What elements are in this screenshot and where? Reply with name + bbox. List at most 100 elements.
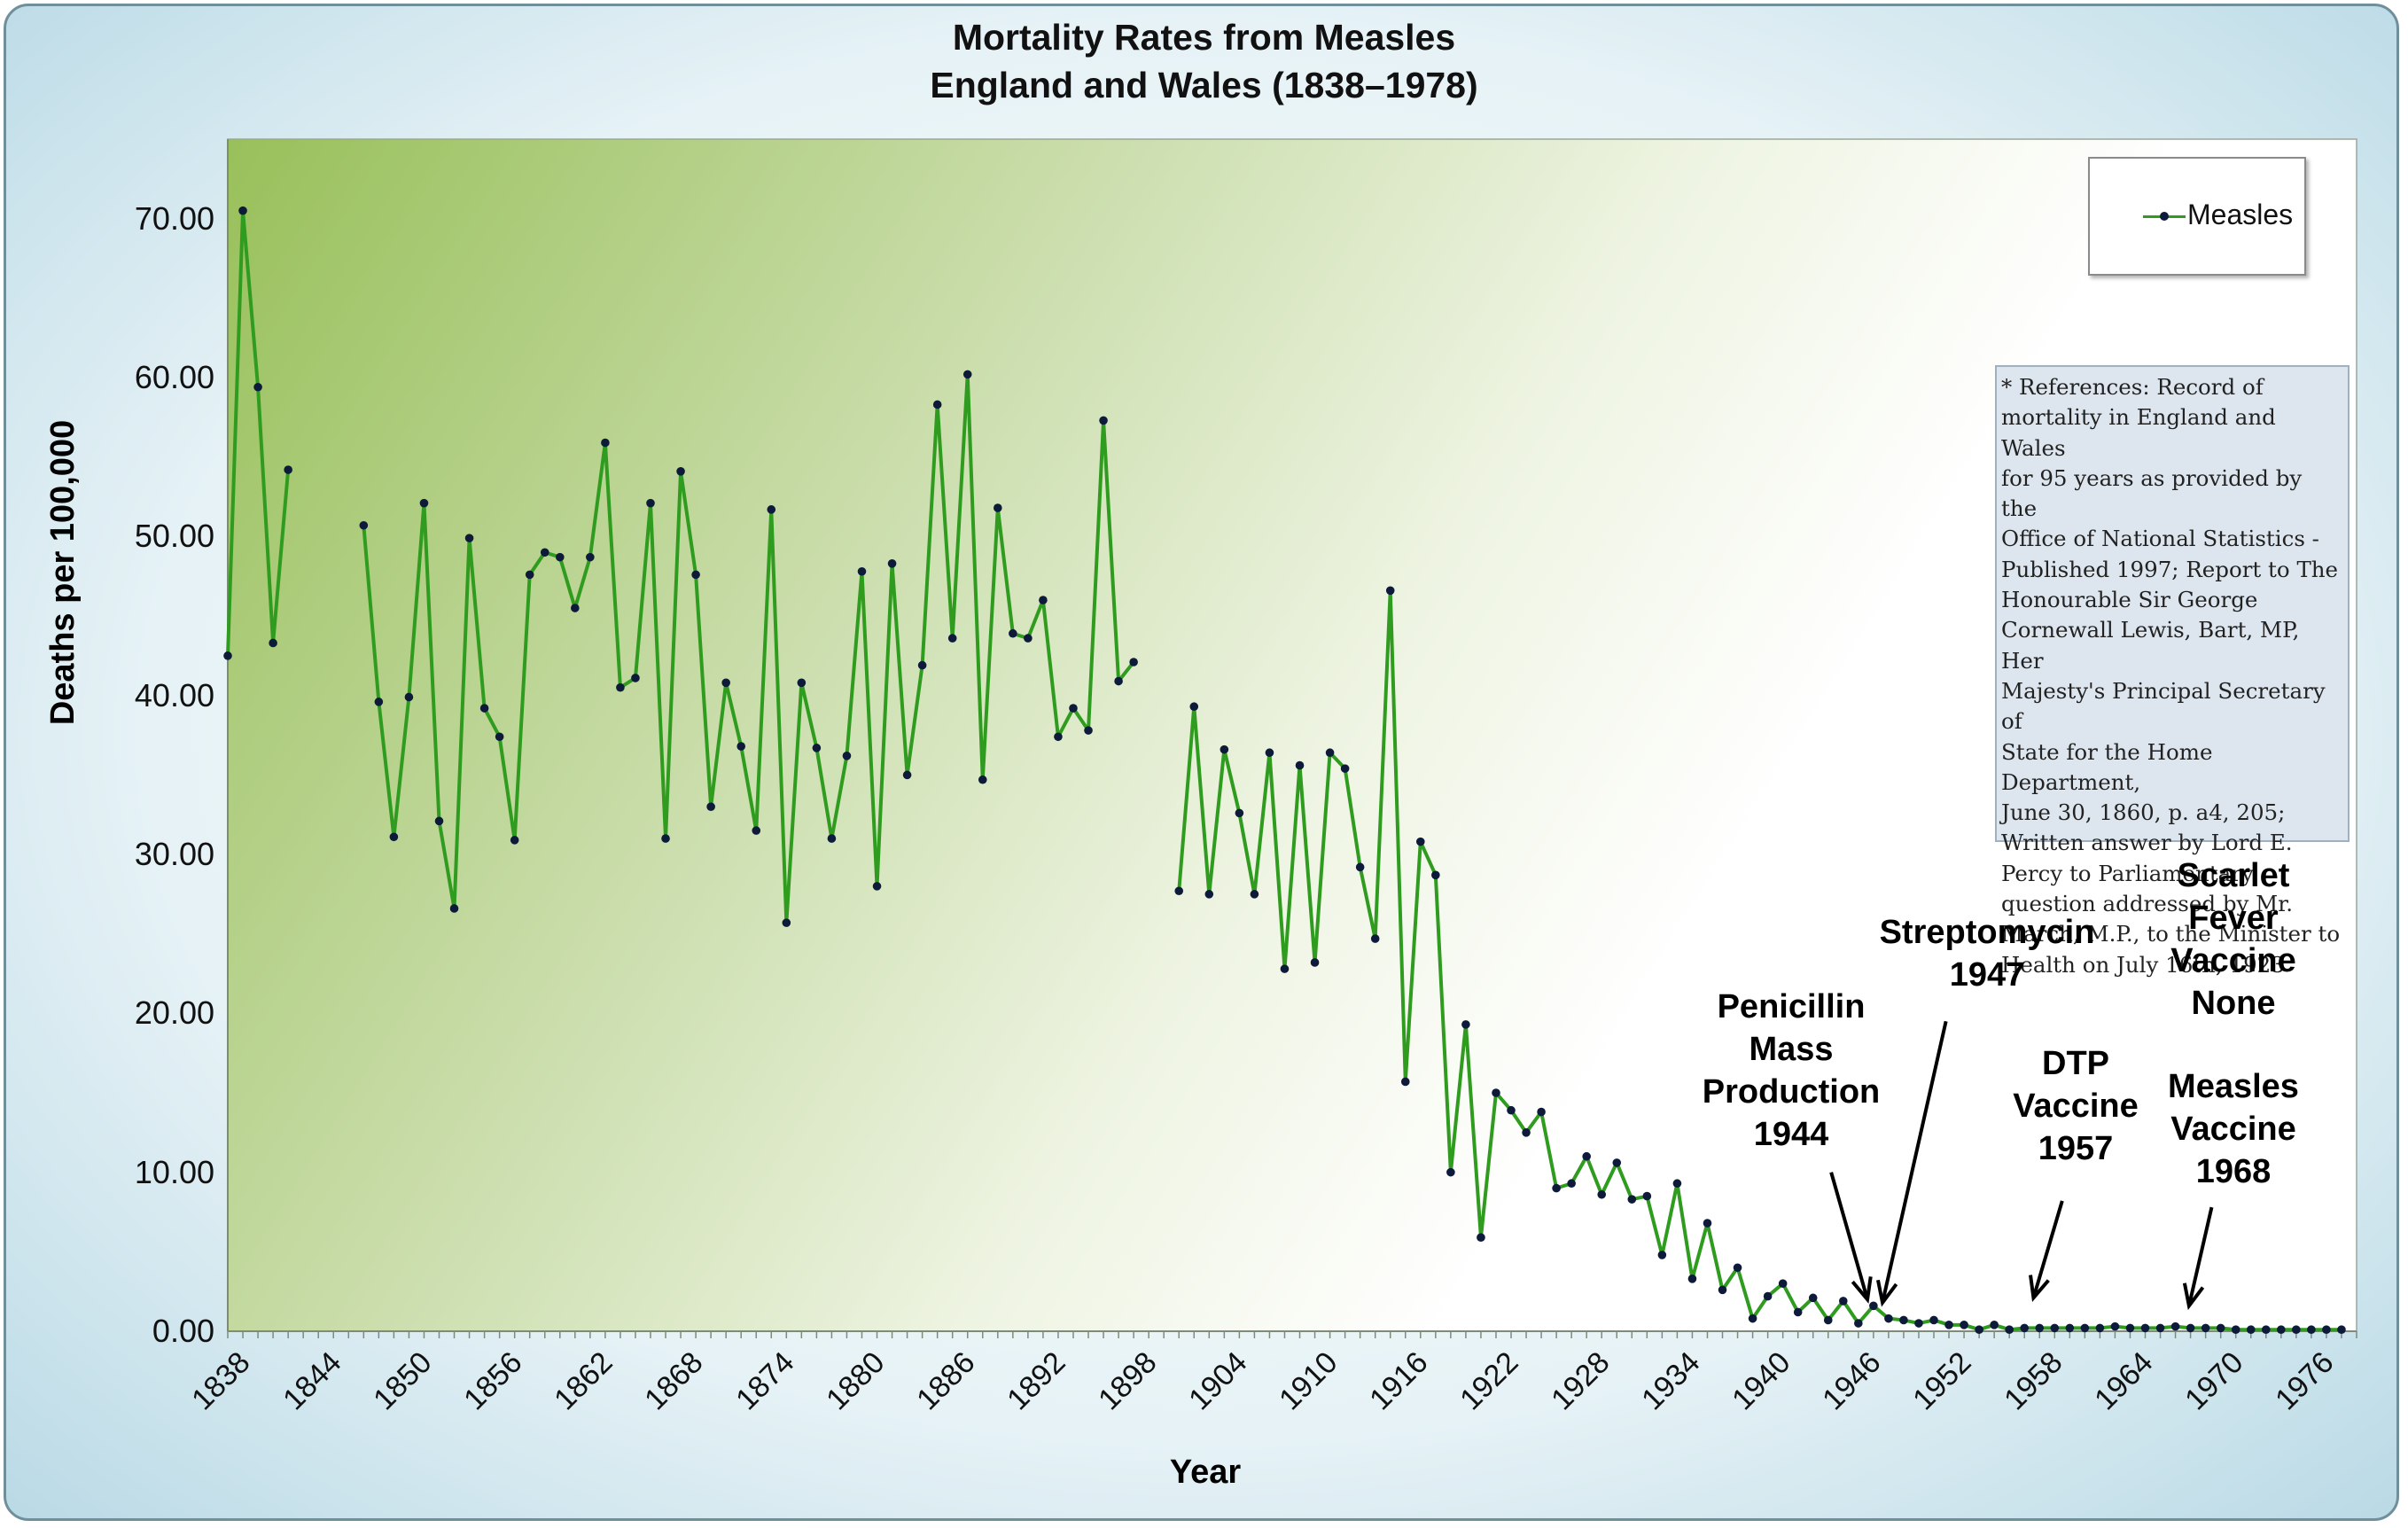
- annotation-line: 1944: [1753, 1116, 1829, 1153]
- annotation-arrowhead: [2182, 1282, 2205, 1311]
- data-point: [1975, 1325, 1983, 1335]
- data-point: [540, 548, 549, 557]
- reference-line: * References: Record of: [2001, 374, 2264, 400]
- annotation-line: Penicillin: [1717, 988, 1866, 1025]
- data-point: [2020, 1323, 2030, 1333]
- y-tick-label: 40.00: [134, 676, 214, 713]
- data-point: [238, 206, 247, 215]
- data-point: [1250, 890, 1259, 899]
- annotation-line: Vaccine: [2170, 942, 2296, 979]
- data-point: [2005, 1325, 2014, 1335]
- data-point: [1280, 964, 1290, 973]
- data-point: [2095, 1323, 2105, 1333]
- data-point: [1204, 890, 1214, 899]
- data-point: [2246, 1325, 2256, 1335]
- data-point: [994, 503, 1002, 512]
- data-point: [510, 836, 519, 845]
- series-line-measles: [362, 372, 1135, 925]
- data-point: [812, 744, 822, 752]
- data-point: [1990, 1321, 1999, 1329]
- legend-entry-measles: Measles: [2187, 199, 2294, 230]
- data-point: [736, 742, 746, 751]
- data-point: [797, 678, 807, 688]
- data-point: [1854, 1319, 1863, 1328]
- data-point: [1461, 1020, 1470, 1029]
- data-point: [586, 552, 595, 562]
- annotation-line: 1968: [2195, 1153, 2272, 1190]
- data-point: [616, 682, 625, 692]
- data-point: [1507, 1105, 1516, 1115]
- data-point: [1009, 628, 1017, 638]
- data-point: [1869, 1301, 1878, 1311]
- data-point: [827, 834, 837, 843]
- reference-line: mortality in England and Wales: [2001, 404, 2276, 461]
- data-point: [2125, 1323, 2135, 1333]
- data-point: [1582, 1151, 1591, 1161]
- data-point: [1672, 1179, 1682, 1189]
- data-point: [2186, 1323, 2195, 1333]
- data-point: [1522, 1128, 1531, 1137]
- data-point: [525, 570, 534, 580]
- y-tick-label: 60.00: [134, 359, 214, 395]
- data-point: [1235, 808, 1244, 818]
- data-point: [752, 826, 761, 835]
- annotation-line: Vaccine: [2170, 1111, 2296, 1148]
- data-point: [1385, 586, 1395, 596]
- data-point: [1400, 1077, 1410, 1087]
- annotation-line: Scarlet: [2177, 857, 2290, 894]
- data-point: [2277, 1325, 2286, 1335]
- data-point: [419, 498, 429, 508]
- reference-line: Published 1997; Report to The: [2001, 556, 2339, 582]
- annotation-streptomycin: Streptomycin 1947: [1880, 911, 2095, 996]
- data-point: [1899, 1315, 1908, 1325]
- data-point: [902, 770, 912, 780]
- y-axis-label: Deaths per 100,000: [44, 419, 82, 726]
- chart-title: Mortality Rates from Measles: [952, 17, 1456, 58]
- x-axis-label: Year: [1169, 1454, 1242, 1491]
- data-point: [962, 370, 972, 379]
- data-point: [2337, 1325, 2346, 1335]
- reference-line: Honourable Sir George: [2001, 587, 2258, 613]
- data-point: [631, 674, 640, 682]
- y-tick-label: 70.00: [134, 199, 214, 237]
- data-point: [706, 802, 715, 811]
- data-point: [978, 775, 987, 784]
- data-point: [571, 604, 580, 612]
- annotation-line: 1947: [1949, 956, 2025, 994]
- data-point: [1129, 658, 1138, 667]
- data-point: [2110, 1321, 2120, 1331]
- data-point: [1733, 1263, 1742, 1273]
- annotation-line: DTP: [2042, 1045, 2109, 1082]
- annotation-arrow: [1881, 1020, 1948, 1304]
- data-point: [1552, 1183, 1561, 1193]
- data-point: [495, 732, 504, 742]
- data-point: [2216, 1323, 2225, 1333]
- y-tick-label: 0.00: [152, 1313, 214, 1349]
- data-point: [1627, 1195, 1637, 1204]
- data-point: [767, 505, 776, 514]
- data-point: [1189, 702, 1199, 712]
- data-point: [1657, 1251, 1667, 1259]
- annotation-arrowhead: [1851, 1276, 1873, 1304]
- data-point: [1748, 1314, 1757, 1323]
- reference-note: * References: Record of mortality in Eng…: [1995, 365, 2350, 978]
- data-point: [1174, 886, 1184, 896]
- data-point: [2080, 1323, 2090, 1333]
- reference-line: State for the Home Department,: [2001, 738, 2213, 795]
- chart-subtitle: England and Wales (1838–1978): [930, 65, 1478, 105]
- reference-line: Majesty's Principal Secretary of: [2001, 677, 2326, 735]
- data-point: [284, 465, 292, 474]
- data-point: [782, 918, 791, 927]
- data-point: [2201, 1323, 2210, 1333]
- annotation-measles-vaccine: Measles Vaccine 1968: [2168, 1065, 2299, 1193]
- data-point: [857, 566, 867, 576]
- data-point: [223, 651, 232, 660]
- data-point: [691, 570, 700, 580]
- data-point: [1718, 1285, 1727, 1295]
- data-point: [1084, 726, 1093, 735]
- annotation-line: Streptomycin: [1879, 914, 2095, 951]
- data-point: [1703, 1219, 1712, 1228]
- data-point: [2035, 1323, 2045, 1333]
- data-point: [947, 634, 957, 643]
- data-point: [1220, 745, 1229, 754]
